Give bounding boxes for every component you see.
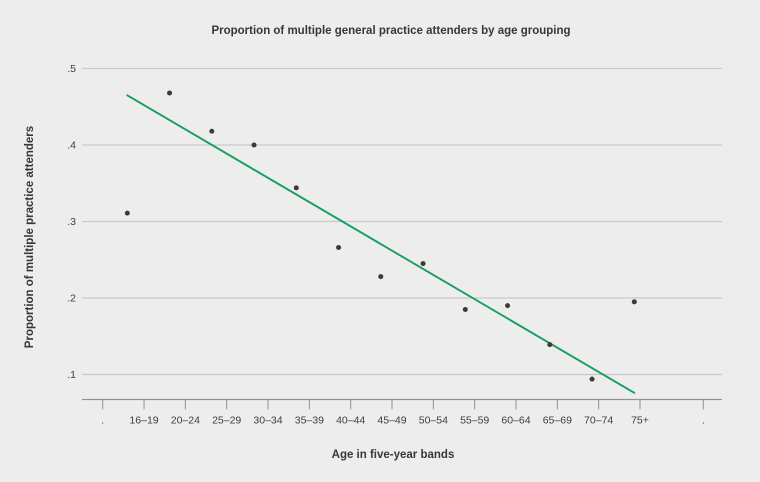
x-tick-label: 65–69 (543, 415, 572, 427)
scatter-point (293, 185, 299, 191)
chart-title: Proportion of multiple general practice … (211, 25, 571, 37)
scatter-point (167, 90, 173, 96)
scatter-point (251, 142, 257, 148)
y-tick-label: .5 (67, 63, 76, 75)
y-tick-label: .3 (67, 216, 76, 228)
x-tick-label: 45–49 (377, 415, 406, 427)
y-tick-label: .2 (67, 293, 76, 305)
x-tick-label: 30–34 (253, 415, 282, 427)
x-tick-label: 75+ (631, 415, 649, 427)
scatter-point (124, 210, 130, 216)
trend-line (126, 94, 636, 394)
y-tick-label: .1 (67, 369, 76, 381)
scatter-point (505, 303, 511, 309)
scatter-point (336, 245, 342, 251)
x-axis-title: Age in five-year bands (331, 449, 455, 461)
x-tick-label: 20–24 (171, 415, 200, 427)
scatter-point (209, 128, 215, 134)
scatter-point (462, 306, 468, 312)
x-tick-label: 40–44 (336, 415, 365, 427)
y-tick-label: .4 (67, 140, 76, 152)
x-tick-label: 60–64 (501, 415, 530, 427)
x-tick-label: 16–19 (129, 415, 158, 427)
x-tick-label: . (702, 415, 705, 427)
x-tick-label: 55–59 (460, 415, 489, 427)
scatter-point (378, 274, 384, 280)
x-tick-label: 70–74 (584, 415, 613, 427)
scatter-point (547, 342, 553, 348)
scatter-point (589, 376, 595, 382)
x-tick-label: . (101, 415, 104, 427)
x-tick-label: 50–54 (419, 415, 448, 427)
scatter-point (631, 299, 637, 305)
scatter-point (420, 261, 426, 267)
x-tick-label: 35–39 (295, 415, 324, 427)
x-tick-label: 25–29 (212, 415, 241, 427)
